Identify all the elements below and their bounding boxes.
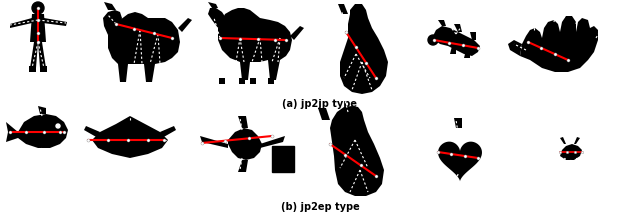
Polygon shape [470,32,476,40]
Polygon shape [239,78,245,84]
Polygon shape [208,2,218,8]
Polygon shape [464,50,470,58]
Polygon shape [438,142,482,181]
Polygon shape [508,40,522,56]
Polygon shape [338,4,348,14]
Polygon shape [43,18,67,26]
Polygon shape [340,4,388,94]
Circle shape [428,35,438,45]
Polygon shape [238,160,248,172]
Polygon shape [178,18,192,32]
Polygon shape [40,66,47,72]
Bar [272,146,294,172]
Polygon shape [38,42,46,68]
Polygon shape [92,116,168,158]
Text: (b) jp2ep type: (b) jp2ep type [280,202,360,212]
Polygon shape [454,118,462,128]
Polygon shape [160,126,176,138]
Polygon shape [560,137,566,144]
Polygon shape [268,78,274,84]
Polygon shape [520,16,598,72]
Polygon shape [290,26,304,40]
Circle shape [56,124,60,128]
Polygon shape [450,46,456,54]
Polygon shape [208,8,226,28]
Text: (a) jp2jp type: (a) jp2jp type [282,99,358,109]
Polygon shape [108,12,180,82]
Polygon shape [84,126,100,138]
Polygon shape [574,137,580,144]
Polygon shape [103,10,122,35]
Polygon shape [250,78,256,84]
Polygon shape [200,136,228,148]
Polygon shape [30,42,38,68]
Polygon shape [218,8,292,80]
Polygon shape [260,136,285,148]
Circle shape [32,2,44,14]
Polygon shape [29,66,36,72]
Polygon shape [432,26,480,56]
Polygon shape [560,144,582,160]
Polygon shape [318,108,330,120]
Polygon shape [18,114,68,148]
Polygon shape [454,24,462,32]
Polygon shape [10,18,32,28]
Polygon shape [30,14,46,42]
Polygon shape [6,122,18,142]
Polygon shape [104,2,116,10]
Polygon shape [238,116,248,128]
Polygon shape [330,106,384,196]
Polygon shape [38,106,46,114]
Polygon shape [219,78,225,84]
Polygon shape [438,20,446,26]
Polygon shape [228,128,262,160]
